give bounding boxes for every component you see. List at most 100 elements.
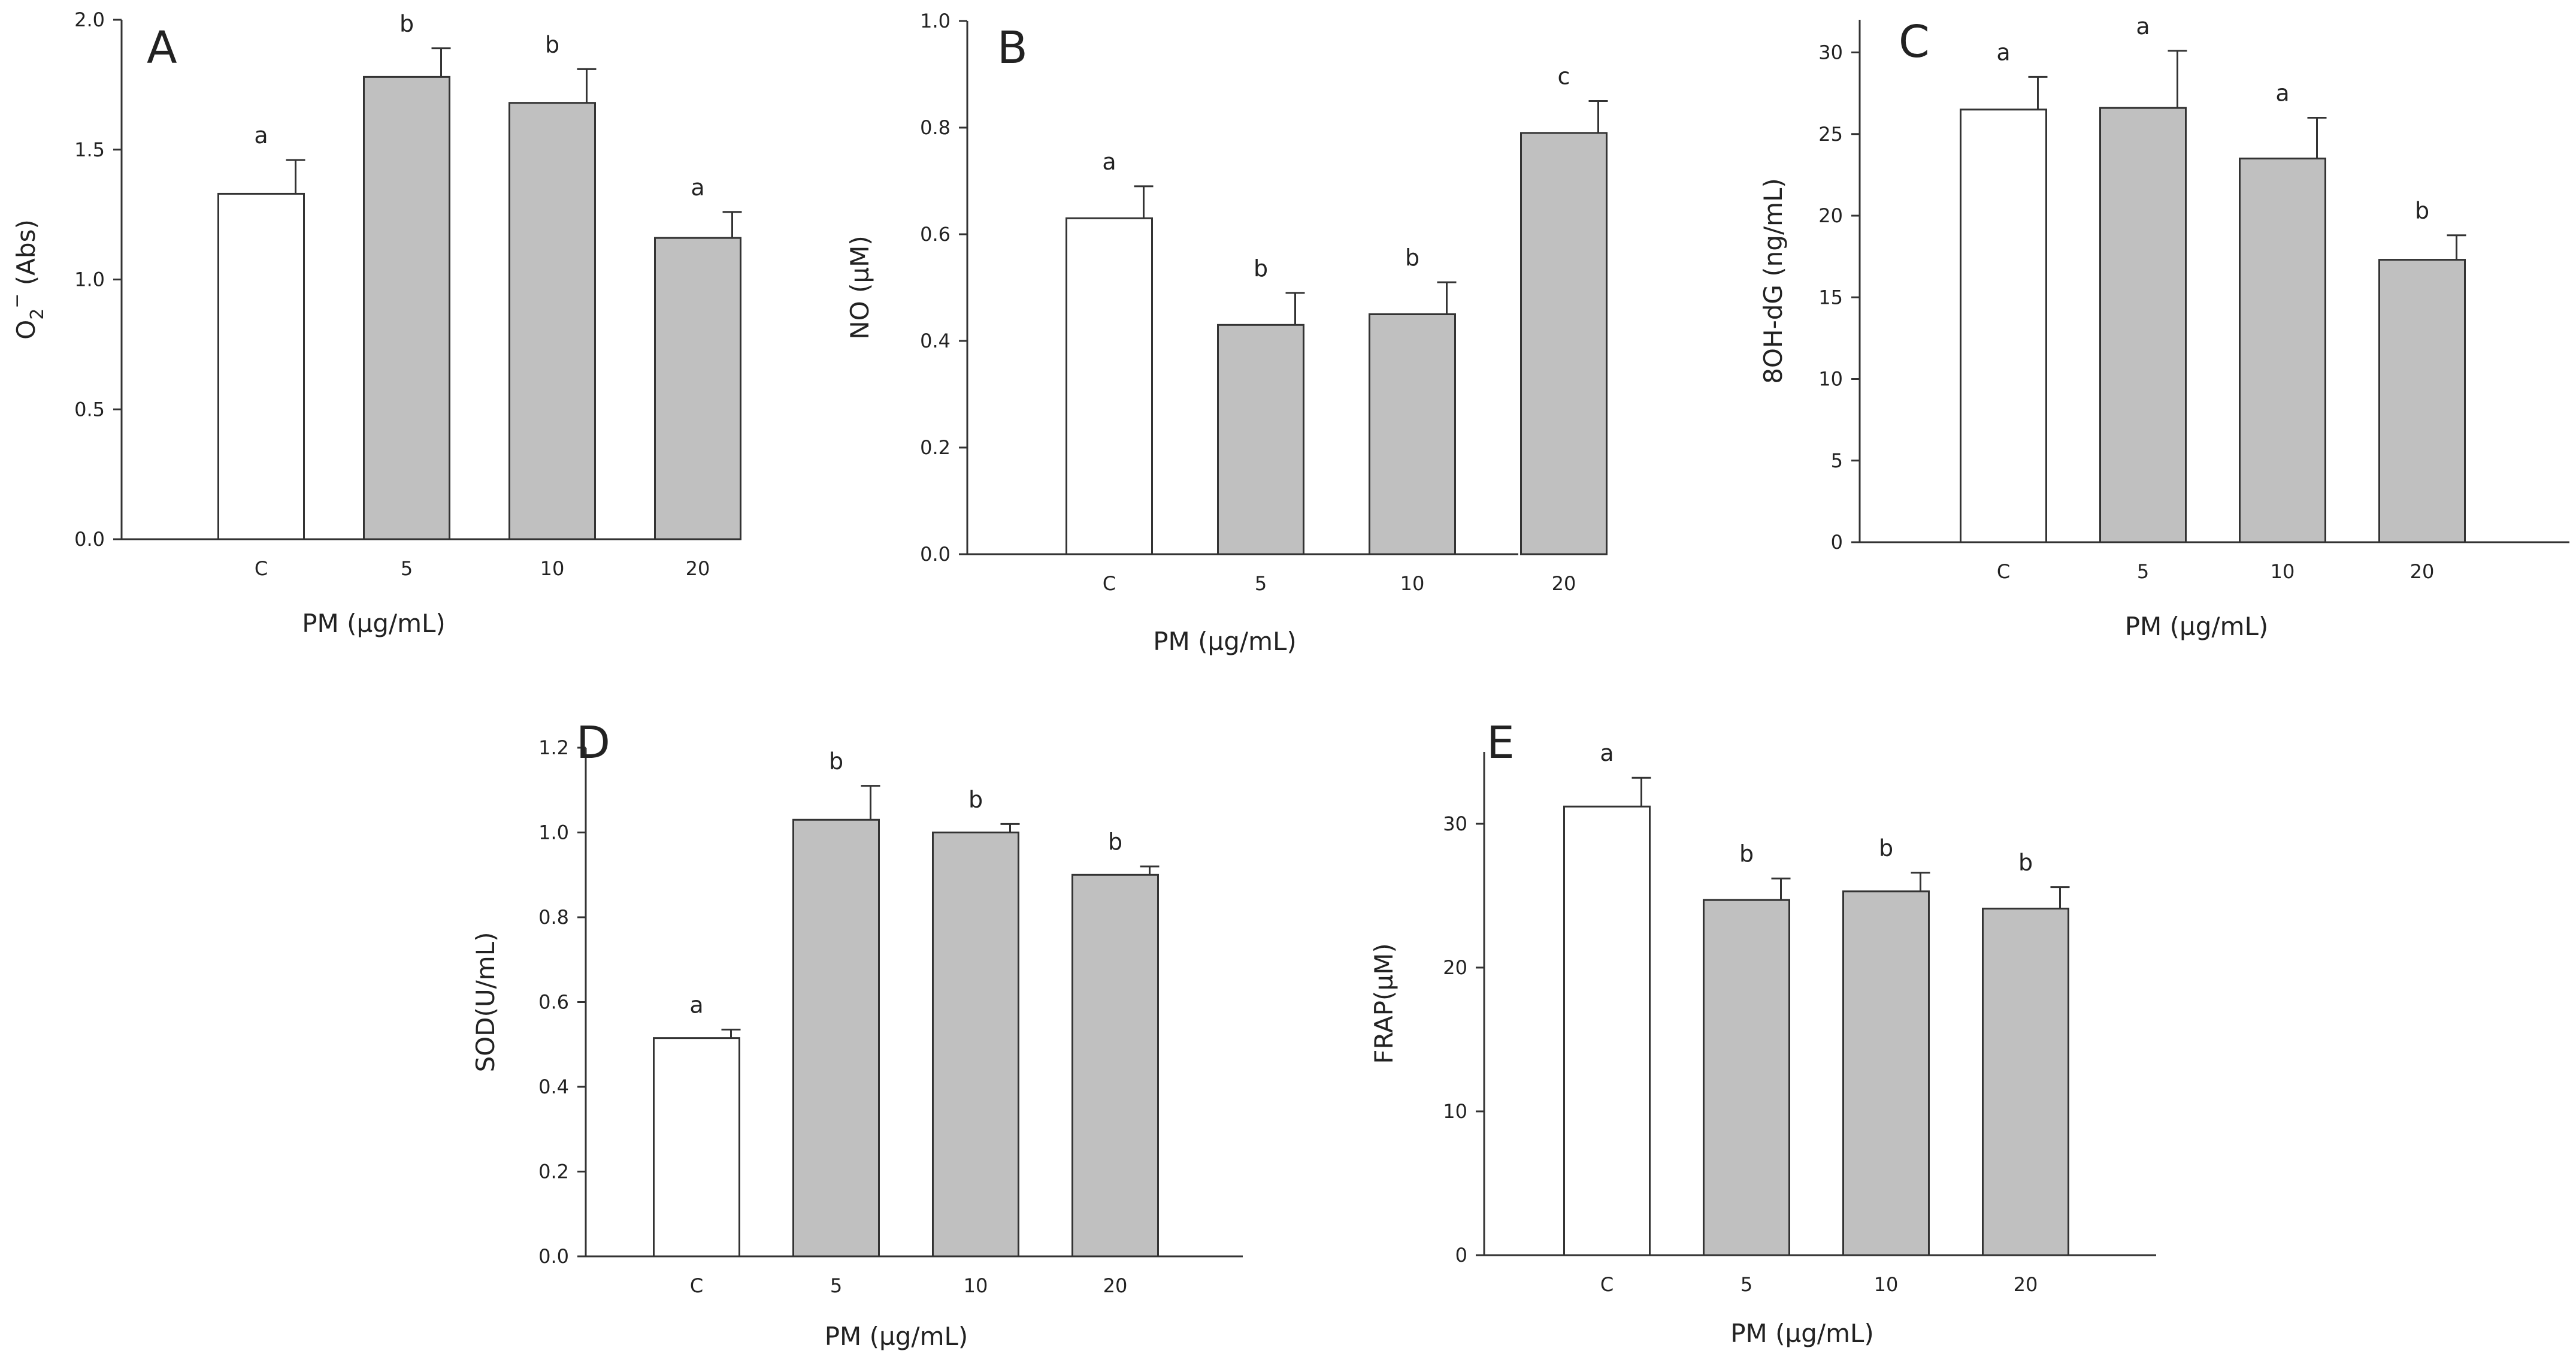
significance-label: b — [1108, 829, 1122, 855]
panel-letter: A — [147, 22, 177, 74]
y-axis-title-unit: (Abs) — [11, 219, 41, 293]
bar-20 — [1071, 874, 1159, 1258]
y-tick-label: 30 — [1443, 812, 1467, 835]
x-tick-label: C — [1997, 560, 2010, 583]
chart-panel-b: 0.0 0.2 0.4 0.6 0.8 1.0 a Cb 5 b 10 c 20 PM (µg/mL) NO… — [845, 10, 1608, 656]
bar-10 — [508, 102, 596, 540]
x-axis-title: PM (µg/mL) — [1730, 1319, 1874, 1348]
x-tick-label: 10 — [540, 557, 565, 580]
bar-5 — [792, 818, 880, 1258]
y-tick-label: 20 — [1443, 956, 1467, 979]
bar-C — [1563, 805, 1651, 1256]
bar-20 — [2378, 259, 2466, 543]
x-tick-label: 20 — [1552, 572, 1576, 595]
y-tick-label: 0 — [1455, 1244, 1467, 1267]
bar-10 — [932, 832, 1019, 1258]
x-tick-label: 20 — [2014, 1273, 2038, 1296]
bar-5 — [1703, 899, 1790, 1256]
significance-label: b — [545, 31, 559, 58]
y-axis-title: NO (µM) — [845, 235, 874, 340]
significance-label: a — [1996, 39, 2010, 65]
y-tick-label: 0.6 — [538, 991, 569, 1014]
y-tick-label: 10 — [1443, 1100, 1467, 1123]
y-axis-title-superscript: − — [7, 294, 28, 309]
x-tick-label: 10 — [2271, 560, 2295, 583]
significance-label: a — [1600, 740, 1614, 766]
significance-label: a — [689, 992, 703, 1018]
y-tick-label: 20 — [1818, 204, 1843, 227]
x-tick-label: 10 — [1400, 572, 1425, 595]
chart-panel-e: 0 10 20 30 a Cb 5 b 10 b 20 PM (µg/mL) FRAP(µM) E — [1369, 717, 2156, 1348]
x-tick-label: C — [690, 1274, 703, 1297]
x-axis-title: PM (µg/mL) — [825, 1322, 968, 1351]
bar-C — [217, 192, 305, 540]
bar-5 — [1217, 324, 1304, 555]
x-tick-label: C — [1600, 1273, 1614, 1296]
significance-label: b — [968, 786, 983, 812]
significance-label: b — [1739, 841, 1754, 867]
y-tick-label: 0 — [1831, 531, 1843, 554]
x-tick-label: 20 — [2410, 560, 2435, 583]
significance-label: c — [1558, 64, 1570, 90]
bar-10 — [1842, 890, 1930, 1256]
bar-10 — [2239, 158, 2326, 543]
bar-10 — [1369, 313, 1456, 555]
y-tick-label: 0.0 — [538, 1245, 569, 1268]
y-tick-label: 25 — [1818, 123, 1843, 146]
significance-label: b — [399, 11, 414, 37]
significance-label: b — [2018, 850, 2033, 876]
bar-C — [1960, 108, 2047, 543]
significance-label: a — [1102, 149, 1116, 175]
y-axis-title: 8OH-dG (ng/mL) — [1758, 178, 1788, 384]
x-tick-label: 20 — [686, 557, 710, 580]
y-axis-title: O2− (Abs) — [7, 219, 48, 340]
significance-label: b — [829, 748, 843, 775]
bar-5 — [363, 75, 450, 540]
x-tick-label: 5 — [1255, 572, 1267, 595]
panel-letter: D — [576, 717, 610, 769]
y-tick-label: 0.4 — [538, 1075, 569, 1098]
y-tick-label: 2.0 — [74, 8, 105, 31]
x-tick-label: 5 — [830, 1274, 842, 1297]
y-tick-label: 1.2 — [538, 736, 569, 759]
y-axis-title-subscript: 2 — [27, 309, 48, 320]
bar-20 — [1520, 132, 1608, 555]
y-tick-label: 0.2 — [538, 1160, 569, 1183]
x-tick-label: 5 — [401, 557, 413, 580]
y-tick-label: 0.5 — [74, 398, 105, 421]
y-tick-label: 1.0 — [538, 821, 569, 844]
panel-letter: E — [1487, 717, 1515, 769]
bar-5 — [2099, 107, 2187, 543]
significance-label: a — [691, 174, 704, 201]
y-axis-title: FRAP(µM) — [1369, 943, 1399, 1063]
significance-label: a — [2275, 80, 2289, 107]
panel-letter: C — [1899, 16, 1930, 68]
bar-20 — [654, 237, 741, 540]
y-tick-label: 15 — [1818, 286, 1843, 309]
chart-panel-c: 0 5 10 15 20 25 30 a Ca 5 a 10 b 20 PM (µg/mL) 8OH-dG (… — [1758, 13, 2569, 641]
y-tick-label: 0.6 — [920, 223, 951, 246]
x-tick-label: C — [255, 557, 268, 580]
y-tick-label: 0.2 — [920, 436, 951, 459]
x-tick-label: 10 — [1874, 1273, 1899, 1296]
x-axis-title: PM (µg/mL) — [2125, 612, 2269, 641]
bar-C — [1065, 217, 1153, 555]
bar-C — [653, 1037, 740, 1258]
x-tick-label: 5 — [2137, 560, 2149, 583]
x-tick-label: C — [1103, 572, 1116, 595]
x-tick-label: 10 — [964, 1274, 988, 1297]
y-tick-label: 30 — [1818, 41, 1843, 64]
y-axis-title-main: O — [11, 320, 41, 340]
y-tick-label: 10 — [1818, 368, 1843, 391]
y-tick-label: 1.0 — [920, 10, 951, 32]
x-axis-title: PM (µg/mL) — [1153, 627, 1297, 656]
x-tick-label: 20 — [1103, 1274, 1128, 1297]
y-tick-label: 0.8 — [920, 116, 951, 139]
significance-label: a — [2136, 13, 2150, 40]
significance-label: a — [254, 122, 268, 149]
y-tick-label: 0.4 — [920, 330, 951, 352]
y-tick-label: 0.0 — [920, 543, 951, 566]
bar-20 — [1982, 908, 2069, 1256]
y-tick-label: 0.0 — [74, 528, 105, 551]
